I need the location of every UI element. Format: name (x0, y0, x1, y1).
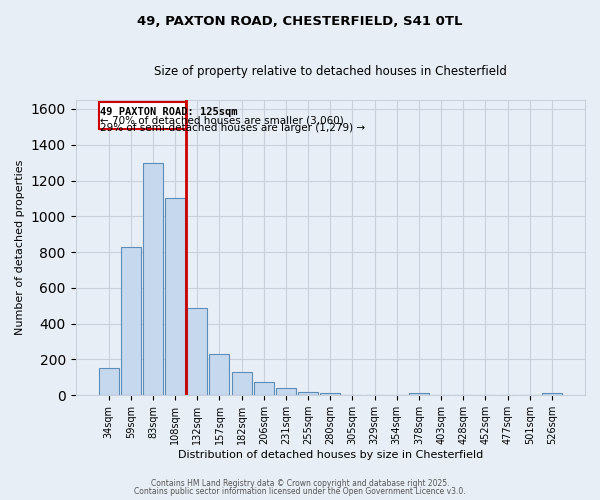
Text: ← 70% of detached houses are smaller (3,060): ← 70% of detached houses are smaller (3,… (100, 115, 344, 125)
Bar (98, 368, 119, 395)
Text: 29% of semi-detached houses are larger (1,279) →: 29% of semi-detached houses are larger (… (100, 123, 365, 133)
Bar (320, 394, 340, 395)
Text: Contains public sector information licensed under the Open Government Licence v3: Contains public sector information licen… (134, 487, 466, 496)
Bar (254, 382, 274, 395)
Bar (298, 392, 318, 395)
Bar (209, 354, 229, 395)
Y-axis label: Number of detached properties: Number of detached properties (15, 160, 25, 336)
Bar (143, 162, 163, 395)
Bar (276, 388, 296, 395)
Bar (542, 394, 562, 395)
Text: 49, PAXTON ROAD, CHESTERFIELD, S41 0TL: 49, PAXTON ROAD, CHESTERFIELD, S41 0TL (137, 15, 463, 28)
Text: 49 PAXTON ROAD: 125sqm: 49 PAXTON ROAD: 125sqm (100, 107, 237, 117)
Text: Contains HM Land Registry data © Crown copyright and database right 2025.: Contains HM Land Registry data © Crown c… (151, 478, 449, 488)
X-axis label: Distribution of detached houses by size in Chesterfield: Distribution of detached houses by size … (178, 450, 483, 460)
Bar (232, 372, 251, 395)
Bar (121, 246, 141, 395)
Bar (165, 198, 185, 395)
Bar (98, 102, 186, 128)
Bar (187, 308, 207, 395)
Title: Size of property relative to detached houses in Chesterfield: Size of property relative to detached ho… (154, 65, 507, 78)
Bar (409, 394, 429, 395)
